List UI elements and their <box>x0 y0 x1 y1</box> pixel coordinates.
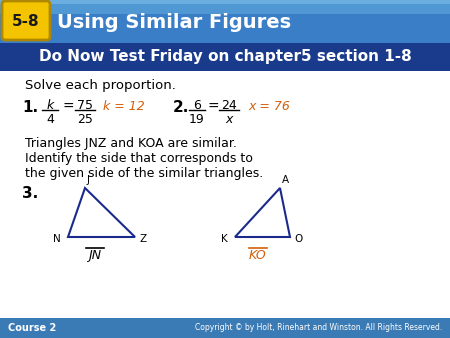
Bar <box>0 0 450 43</box>
Text: KO: KO <box>249 249 267 262</box>
Text: 25: 25 <box>77 113 93 126</box>
Text: 5-8: 5-8 <box>12 15 40 29</box>
Text: Identify the side that corresponds to: Identify the side that corresponds to <box>25 152 253 165</box>
Text: Solve each proportion.: Solve each proportion. <box>25 79 176 92</box>
Text: =: = <box>62 100 74 114</box>
Text: k = 12: k = 12 <box>103 100 145 114</box>
Bar <box>0 71 450 338</box>
Text: Do Now Test Friday on chapter5 section 1-8: Do Now Test Friday on chapter5 section 1… <box>39 49 411 65</box>
Text: O: O <box>294 234 302 244</box>
Text: 4: 4 <box>46 113 54 126</box>
Text: 75: 75 <box>77 99 93 112</box>
Text: JN: JN <box>89 249 102 262</box>
Text: 3.: 3. <box>22 186 38 200</box>
Text: Using Similar Figures: Using Similar Figures <box>57 13 291 31</box>
Text: K: K <box>221 234 228 244</box>
Text: 1.: 1. <box>22 99 38 115</box>
Text: N: N <box>53 234 61 244</box>
Text: k: k <box>46 99 54 112</box>
Text: 19: 19 <box>189 113 205 126</box>
Text: x: x <box>225 113 233 126</box>
Text: 24: 24 <box>221 99 237 112</box>
Text: J: J <box>87 175 90 185</box>
Bar <box>0 43 450 71</box>
FancyBboxPatch shape <box>2 1 50 40</box>
Bar <box>0 4 450 14</box>
Text: 6: 6 <box>193 99 201 112</box>
Text: =: = <box>207 100 219 114</box>
Text: Course 2: Course 2 <box>8 323 56 333</box>
Text: Copyright © by Holt, Rinehart and Winston. All Rights Reserved.: Copyright © by Holt, Rinehart and Winsto… <box>195 323 442 333</box>
Text: A: A <box>282 175 289 185</box>
Text: Z: Z <box>139 234 146 244</box>
Text: Triangles JNZ and KOA are similar.: Triangles JNZ and KOA are similar. <box>25 137 237 150</box>
Bar <box>0 0 450 14</box>
Bar <box>0 318 450 338</box>
Text: the given side of the similar triangles.: the given side of the similar triangles. <box>25 167 263 180</box>
Text: 2.: 2. <box>173 99 189 115</box>
Text: x = 76: x = 76 <box>248 100 290 114</box>
